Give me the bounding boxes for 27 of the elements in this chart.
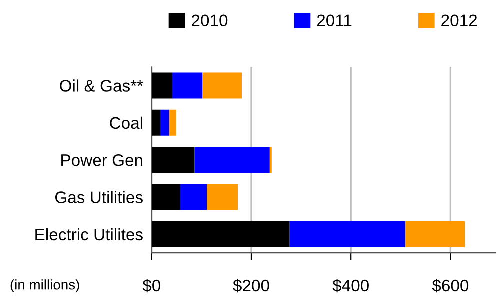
- bar: [207, 184, 238, 210]
- y-tick-label: Coal: [110, 116, 142, 130]
- text: (in millions): [10, 280, 80, 293]
- bar: [152, 72, 172, 99]
- x-tick-label: $600: [432, 279, 469, 293]
- x-tick-label: $200: [233, 279, 270, 293]
- bar: [160, 110, 170, 136]
- bar: [194, 147, 270, 174]
- y-tick-label: Power Gen: [62, 154, 142, 166]
- bar: [169, 110, 176, 136]
- bar: [172, 72, 203, 99]
- bar: [152, 147, 195, 174]
- bar: [152, 184, 180, 210]
- bar: [152, 110, 160, 136]
- x-tick-label: $400: [332, 279, 369, 293]
- y-tick-label: Gas Utilities: [55, 191, 143, 204]
- legend-label: 2012: [442, 14, 478, 27]
- bar: [180, 184, 208, 210]
- bar: [405, 221, 466, 248]
- x-tick-label: $0: [142, 279, 161, 293]
- bar: [152, 221, 290, 248]
- bar: [202, 72, 242, 99]
- legend-label: 2010: [192, 14, 228, 27]
- bar: [290, 221, 406, 248]
- legend-label: 2011: [317, 14, 352, 27]
- y-tick-label: Electric Utilites: [36, 228, 143, 241]
- y-tick-label: Oil & Gas**: [60, 80, 144, 92]
